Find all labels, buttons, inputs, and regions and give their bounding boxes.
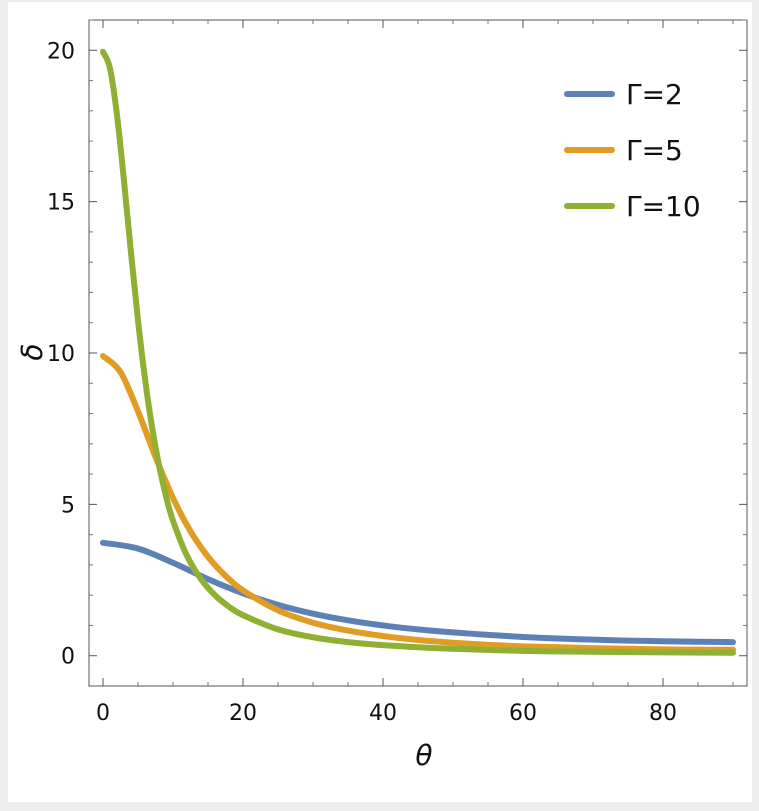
legend-entry-gamma-5-label: Γ=5	[626, 134, 683, 167]
x-tick-label: 0	[96, 701, 110, 726]
legend-entry-gamma-2-label: Γ=2	[626, 78, 683, 111]
x-tick-label: 40	[369, 701, 397, 726]
legend-entry-gamma-10-label: Γ=10	[626, 190, 701, 223]
x-tick-label: 80	[649, 701, 677, 726]
series-line-gamma-2	[100, 539, 736, 646]
y-tick-label: 15	[47, 191, 75, 216]
series-lines	[100, 48, 736, 656]
x-tick-label: 60	[509, 701, 537, 726]
series-line-gamma-10	[100, 48, 736, 656]
x-axis-label: θ	[415, 739, 432, 772]
y-axis-label: δ	[16, 343, 49, 360]
y-tick-label: 5	[61, 493, 75, 518]
plot-border	[88, 19, 748, 687]
y-tick-label: 10	[47, 342, 75, 367]
series-line-gamma-5	[100, 353, 736, 653]
legend: Γ=2 Γ=5 Γ=10	[564, 78, 701, 223]
plot-frame	[88, 19, 748, 687]
x-tick-label: 20	[229, 701, 257, 726]
figure-panel: 0 20 40 60 80 0 5 10 15 20 Γ=2 Γ=5 Γ=10 θ δ	[8, 2, 752, 802]
line-chart: 0 20 40 60 80 0 5 10 15 20 Γ=2 Γ=5 Γ=10 θ δ	[16, 19, 748, 772]
y-tick-label: 20	[47, 39, 75, 64]
y-tick-label: 0	[61, 645, 75, 670]
axis-ticks: 0 20 40 60 80 0 5 10 15 20	[47, 19, 747, 726]
